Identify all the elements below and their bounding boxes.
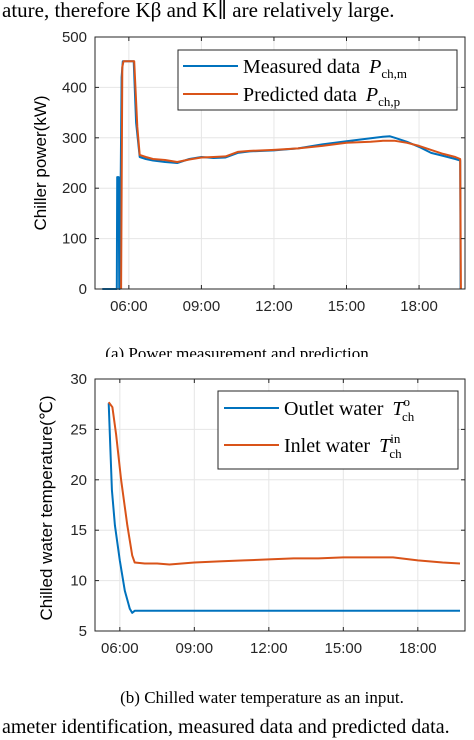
x-tick-label: 09:00 [183,298,221,315]
axes-frame-power [94,36,466,290]
x-tick-label: 06:00 [110,298,148,315]
y-tick-label: 300 [62,130,87,147]
y-tick-label: 20 [70,472,87,489]
legend-box-power [177,49,458,111]
y-tick-label: 5 [79,623,87,640]
bottom-text: ameter identification, measured data and… [2,716,450,738]
y-tick-label: 15 [70,522,87,539]
y-axis-label-power: Chiller power(kW) [31,95,50,230]
x-tick-label: 15:00 [328,298,366,315]
y-tick-label: 200 [62,180,87,197]
y-tick-label: 30 [70,371,87,388]
y-tick-label: 10 [70,573,87,590]
x-tick-label: 18:00 [400,298,438,315]
axes-frame-temperature [94,378,466,632]
x-tick-label: 18:00 [399,640,437,657]
caption-a: (a) Power measurement and prediction [105,344,369,363]
legend-temperature: Outlet water To ch Inlet water Tin ch [217,390,459,470]
temperature-series-blue-line [107,403,460,614]
legend-label-outlet: Outlet water To ch [284,394,415,424]
x-tick-label: 15:00 [325,640,363,657]
y-tick-label: 500 [62,29,87,46]
series-temperature [107,401,461,614]
top-text: ature, therefore Kβ and K∥ are relativel… [2,0,395,22]
chart-temperature: 06:00 09:00 12:00 15:00 18:00 5 10 15 20 25 30 Ch… [37,371,466,657]
y-tick-label: 400 [62,79,87,96]
caption-b: (b) Chilled water temperature as an inpu… [120,688,404,707]
legend-label-predicted: Predicted data Pch,p [243,84,400,109]
y-ticks-temperature: 5 10 15 20 25 30 [70,371,465,640]
y-tick-label: 25 [70,421,87,438]
x-tick-label: 12:00 [255,298,293,315]
y-ticks-power: 0 100 200 300 400 500 [62,29,465,298]
chart-power: 06:00 09:00 12:00 15:00 18:00 0 100 200 300 400 5… [31,29,466,315]
x-ticks-power: 06:00 09:00 12:00 15:00 18:00 [110,37,438,315]
series-power [102,60,462,290]
legend-power: Measured data Pch,m Predicted data Pch,p [177,49,458,111]
legend-box-temperature [217,390,459,470]
power-series-orange-line [120,60,462,290]
x-tick-label: 09:00 [176,640,214,657]
x-tick-label: 06:00 [101,640,139,657]
legend-label-inlet: Inlet water Tin ch [284,431,402,461]
legend-label-measured: Measured data Pch,m [243,56,407,81]
x-ticks-temperature: 06:00 09:00 12:00 15:00 18:00 [101,379,437,657]
x-tick-label: 12:00 [250,640,288,657]
y-tick-label: 100 [62,231,87,248]
y-tick-label: 0 [79,281,87,298]
y-axis-label-temperature: Chilled water temperature(℃) [37,395,56,620]
temperature-series-orange-line [107,401,461,566]
